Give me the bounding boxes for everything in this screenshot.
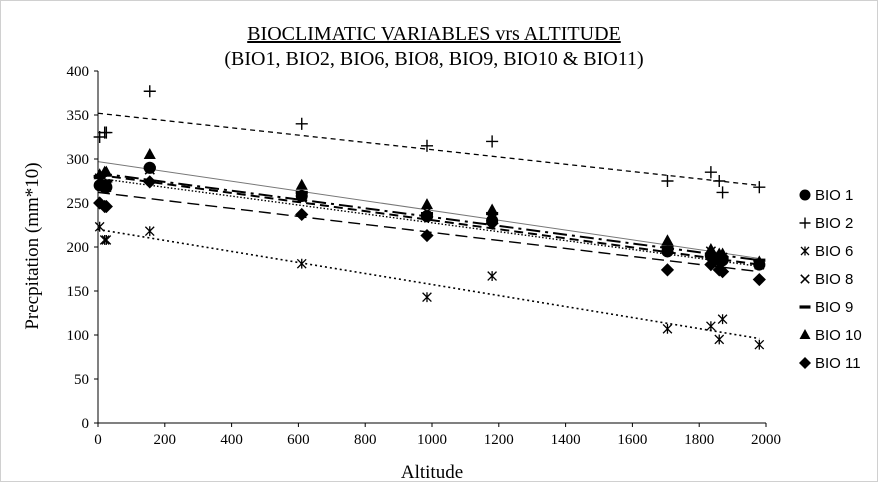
- point-bio-9: [143, 166, 156, 170]
- point-bio-11: [93, 196, 107, 210]
- y-tick-label: 400: [67, 64, 90, 80]
- point-bio-2: [486, 135, 499, 148]
- trendlines: [97, 112, 760, 340]
- legend-label-bio-9: BIO 9: [815, 299, 853, 316]
- point-bio-10: [100, 165, 113, 177]
- point-bio-6: [754, 339, 765, 350]
- point-bio-10: [753, 255, 766, 267]
- point-bio-6: [99, 235, 110, 245]
- legend-label-bio-10: BIO 10: [815, 327, 862, 344]
- point-bio-6: [94, 221, 105, 232]
- point-bio-2: [704, 166, 717, 179]
- point-bio-11: [752, 272, 766, 287]
- legend-label-bio-2: BIO 2: [815, 215, 853, 232]
- point-bio-2: [100, 126, 113, 139]
- chart-subtitle: (BIO1, BIO2, BIO6, BIO8, BIO9, BIO10 & B…: [224, 48, 643, 70]
- point-bio-10: [295, 178, 308, 190]
- point-bio-2: [295, 117, 308, 130]
- point-bio-2: [753, 181, 766, 194]
- trendline-bio-6: [97, 228, 760, 340]
- y-axis-label: Precpitation (mm*10): [22, 162, 43, 329]
- legend-marker-bio-6: [800, 246, 810, 256]
- point-bio-11: [715, 265, 730, 279]
- point-bio-9: [100, 179, 113, 183]
- point-bio-10: [143, 148, 156, 159]
- point-bio-10: [704, 243, 717, 255]
- legend: BIO 1 BIO 2 BIO 6 BIO 8 BIO 9 BIO 10 BIO 11: [799, 187, 862, 372]
- point-bio-10: [420, 198, 434, 210]
- legend-label-bio-1: BIO 1: [815, 187, 853, 204]
- point-bio-2: [143, 85, 156, 98]
- point-bio-2: [661, 174, 674, 188]
- x-tick-label: 1200: [484, 432, 514, 448]
- x-tick-label: 1400: [551, 432, 581, 448]
- trendline-bio-8: [97, 177, 760, 268]
- point-bio-11: [143, 175, 157, 189]
- point-bio-10: [486, 203, 499, 215]
- legend-label-bio-11: BIO 11: [815, 355, 861, 372]
- trendline-bio-2: [97, 112, 760, 187]
- point-bio-2: [420, 139, 434, 152]
- point-bio-6: [717, 314, 728, 325]
- x-tick-label: 1600: [617, 432, 647, 448]
- point-bio-8: [101, 182, 112, 193]
- legend-marker-bio-2: [799, 217, 811, 229]
- point-bio-6: [706, 321, 716, 332]
- x-tick-label: 800: [354, 432, 377, 448]
- point-bio-11: [99, 199, 113, 214]
- point-bio-6: [714, 334, 725, 345]
- chart-title: BIOCLIMATIC VARIABLES vrs ALTITUDE: [247, 23, 621, 45]
- point-bio-6: [422, 292, 432, 303]
- y-tick-label: 250: [67, 196, 90, 212]
- legend-marker-bio-9: [799, 305, 811, 309]
- legend-marker-bio-8: [800, 274, 810, 284]
- point-bio-2: [716, 186, 729, 199]
- legend-label-bio-8: BIO 8: [815, 271, 853, 288]
- point-bio-6: [101, 235, 112, 245]
- point-bio-9: [295, 190, 308, 195]
- x-axis-label: Altitude: [401, 462, 463, 483]
- y-tick-label: 350: [67, 108, 90, 124]
- point-bio-10: [661, 234, 674, 246]
- point-bio-11: [485, 216, 499, 230]
- y-tick-label: 300: [67, 152, 90, 168]
- axes: 0 200 400 600 800 1000 1200 1400 1600 1800 2000 0 50…: [67, 64, 782, 448]
- legend-marker-bio-11: [799, 357, 811, 369]
- legend-marker-bio-1: [799, 189, 811, 201]
- x-tick-label: 200: [154, 432, 177, 448]
- point-bio-10: [716, 247, 729, 259]
- x-tick-label: 600: [287, 432, 310, 448]
- x-tick-label: 1000: [417, 432, 447, 448]
- x-tick-label: 2000: [751, 432, 781, 448]
- legend-label-bio-6: BIO 6: [815, 243, 853, 260]
- y-tick-label: 200: [67, 240, 90, 256]
- y-tick-label: 50: [74, 372, 89, 388]
- point-bio-6: [144, 226, 155, 237]
- point-bio-11: [660, 263, 675, 277]
- point-bio-11: [704, 258, 718, 272]
- legend-marker-bio-10: [799, 329, 811, 339]
- y-tick-label: 100: [67, 328, 90, 344]
- y-tick-label: 150: [67, 284, 90, 300]
- point-bio-6: [296, 258, 307, 269]
- point-bio-11: [295, 207, 309, 222]
- point-bio-9: [704, 252, 717, 256]
- point-bio-2: [713, 174, 726, 188]
- point-bio-6: [487, 271, 497, 281]
- y-tick-label: 0: [82, 416, 90, 432]
- x-tick-label: 0: [94, 432, 102, 448]
- x-tick-label: 1800: [684, 432, 714, 448]
- point-bio-8: [296, 192, 307, 203]
- data-points: [93, 85, 766, 350]
- point-bio-9: [661, 245, 674, 249]
- point-bio-9: [420, 211, 434, 216]
- point-bio-11: [420, 228, 434, 243]
- point-bio-6: [662, 323, 673, 334]
- x-tick-label: 400: [220, 432, 243, 448]
